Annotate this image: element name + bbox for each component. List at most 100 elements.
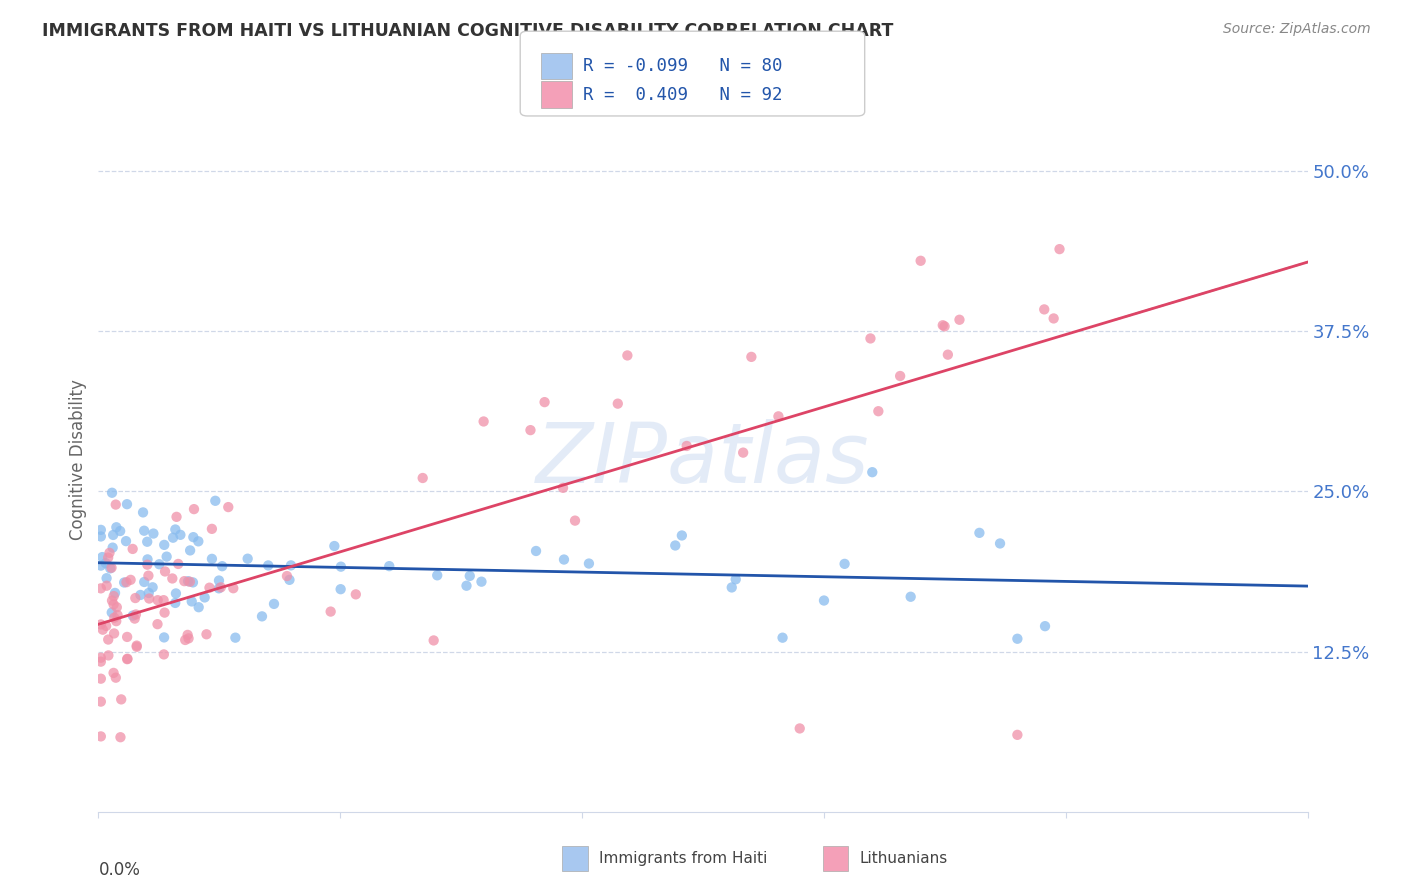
Point	[103, 610, 125, 624]
Point	[105, 520, 128, 534]
Point	[162, 572, 184, 586]
Point	[412, 471, 434, 485]
Point	[422, 633, 444, 648]
Point	[153, 648, 176, 662]
Point	[136, 552, 159, 566]
Point	[564, 514, 586, 528]
Text: Lithuanians: Lithuanians	[859, 851, 948, 865]
Point	[616, 348, 638, 362]
Point	[91, 623, 114, 637]
Point	[278, 573, 301, 587]
Point	[90, 655, 112, 669]
Point	[889, 369, 911, 384]
Point	[91, 550, 114, 565]
Point	[187, 600, 209, 615]
Point	[134, 524, 156, 538]
Point	[136, 534, 159, 549]
Point	[103, 589, 125, 603]
Point	[115, 534, 138, 549]
Point	[969, 525, 991, 540]
Point	[120, 573, 142, 587]
Point	[606, 397, 628, 411]
Point	[198, 581, 221, 595]
Point	[183, 502, 205, 516]
Point	[740, 350, 762, 364]
Point	[90, 558, 112, 573]
Point	[125, 607, 148, 622]
Point	[789, 722, 811, 736]
Point	[426, 568, 449, 582]
Point	[101, 541, 124, 555]
Point	[98, 561, 121, 575]
Point	[103, 626, 125, 640]
Point	[112, 575, 135, 590]
Point	[97, 550, 120, 565]
Point	[103, 598, 125, 612]
Point	[201, 522, 224, 536]
Point	[169, 528, 191, 542]
Point	[101, 528, 124, 542]
Point	[96, 579, 118, 593]
Point	[97, 648, 120, 663]
Point	[329, 559, 352, 574]
Point	[101, 485, 124, 500]
Point	[142, 526, 165, 541]
Point	[180, 594, 202, 608]
Point	[90, 650, 112, 665]
Point	[720, 581, 742, 595]
Point	[201, 552, 224, 566]
Point	[208, 582, 231, 596]
Point	[934, 319, 956, 334]
Point	[125, 640, 148, 654]
Point	[132, 505, 155, 519]
Point	[551, 481, 574, 495]
Point	[134, 574, 156, 589]
Point	[211, 559, 233, 574]
Point	[675, 439, 697, 453]
Point	[519, 423, 541, 437]
Point	[209, 580, 232, 594]
Point	[105, 600, 128, 615]
Point	[121, 541, 143, 556]
Point	[176, 628, 198, 642]
Text: IMMIGRANTS FROM HAITI VS LITHUANIAN COGNITIVE DISABILITY CORRELATION CHART: IMMIGRANTS FROM HAITI VS LITHUANIAN COGN…	[42, 22, 894, 40]
Point	[115, 575, 138, 590]
Point	[104, 586, 127, 600]
Point	[138, 586, 160, 600]
Point	[472, 415, 495, 429]
Point	[167, 557, 190, 571]
Point	[813, 593, 835, 607]
Point	[671, 528, 693, 542]
Point	[257, 558, 280, 573]
Point	[470, 574, 492, 589]
Point	[578, 557, 600, 571]
Point	[115, 652, 138, 666]
Point	[165, 586, 187, 600]
Point	[117, 651, 139, 665]
Point	[142, 580, 165, 594]
Point	[183, 530, 205, 544]
Point	[136, 558, 159, 572]
Point	[323, 539, 346, 553]
Point	[90, 617, 112, 632]
Point	[1049, 242, 1071, 256]
Point	[107, 608, 129, 623]
Point	[90, 695, 112, 709]
Point	[98, 546, 121, 560]
Point	[553, 552, 575, 566]
Point	[153, 538, 176, 552]
Point	[177, 574, 200, 589]
Point	[115, 630, 138, 644]
Point	[146, 593, 169, 607]
Point	[1007, 632, 1029, 646]
Point	[1007, 728, 1029, 742]
Point	[772, 631, 794, 645]
Point	[378, 559, 401, 574]
Point	[125, 639, 148, 653]
Point	[195, 627, 218, 641]
Point	[94, 556, 117, 570]
Point	[524, 544, 547, 558]
Point	[108, 524, 131, 538]
Point	[165, 523, 187, 537]
Point	[100, 606, 122, 620]
